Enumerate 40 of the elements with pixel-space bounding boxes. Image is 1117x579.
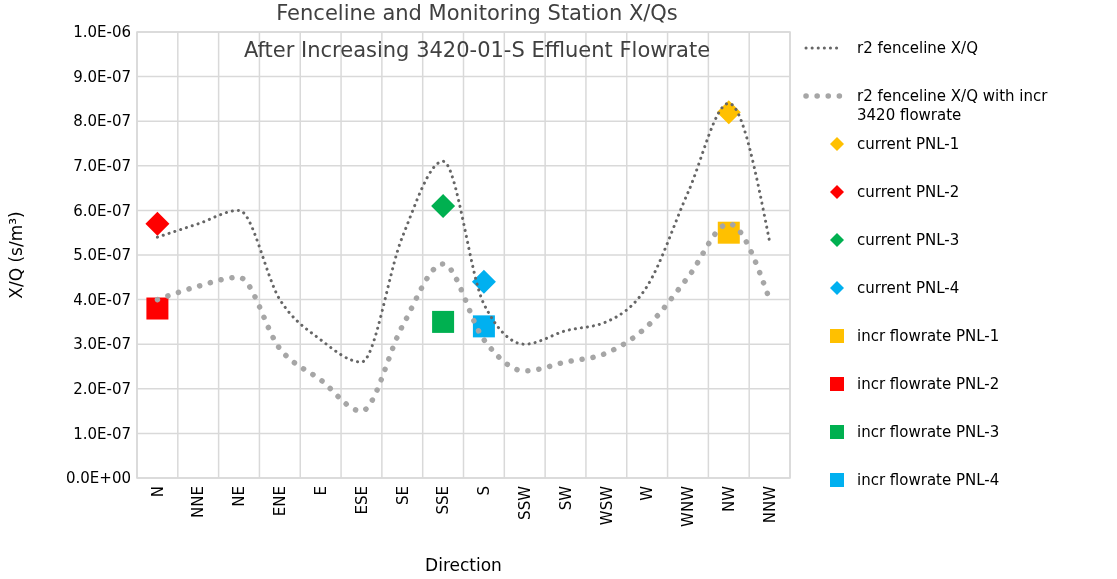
y-tick-label: 1.0E-06 bbox=[73, 23, 131, 42]
y-axis-title: X/Q (s/m³) bbox=[6, 211, 26, 299]
x-tick-label: WNW bbox=[679, 485, 698, 527]
x-tick-label: NNW bbox=[760, 485, 779, 524]
x-tick-label: SW bbox=[556, 485, 575, 511]
legend-label: current PNL-1 bbox=[857, 135, 960, 154]
x-tick-label: S bbox=[475, 486, 494, 496]
x-tick-label: ENE bbox=[271, 486, 290, 517]
x-tick-label: WSW bbox=[597, 485, 616, 526]
y-tick-label: 8.0E-07 bbox=[73, 112, 131, 131]
y-tick-label: 0.0E+00 bbox=[66, 469, 131, 488]
legend-label: r2 fenceline X/Q bbox=[857, 39, 978, 58]
x-tick-label: NNE bbox=[189, 486, 208, 518]
x-tick-label: W bbox=[638, 485, 657, 501]
y-tick-label: 6.0E-07 bbox=[73, 201, 131, 220]
x-axis-title: Direction bbox=[425, 555, 502, 575]
legend-label: incr flowrate PNL-3 bbox=[857, 423, 1000, 442]
legend-label: incr flowrate PNL-4 bbox=[857, 471, 1000, 490]
legend-label: incr flowrate PNL-1 bbox=[857, 327, 1000, 346]
y-tick-label: 7.0E-07 bbox=[73, 157, 131, 176]
y-tick-label: 2.0E-07 bbox=[73, 380, 131, 399]
legend-label: current PNL-4 bbox=[857, 279, 960, 298]
y-tick-label: 1.0E-07 bbox=[73, 424, 131, 443]
legend-label: incr flowrate PNL-2 bbox=[857, 375, 1000, 394]
x-tick-label: ESE bbox=[352, 486, 371, 515]
x-tick-label: NE bbox=[230, 486, 249, 507]
y-tick-label: 9.0E-07 bbox=[73, 67, 131, 86]
x-tick-label: SE bbox=[393, 486, 412, 505]
y-tick-label: 5.0E-07 bbox=[73, 246, 131, 265]
x-tick-label: E bbox=[311, 486, 330, 496]
x-tick-label: SSE bbox=[434, 486, 453, 515]
legend-label: current PNL-3 bbox=[857, 231, 960, 250]
x-tick-label: SSW bbox=[515, 485, 534, 520]
x-tick-label: N bbox=[148, 486, 167, 498]
chart-title: Fenceline and Monitoring Station X/Qs After Increasing 3420-01-S Effluent Flowrate bbox=[243, 1, 711, 62]
x-tick-label: NW bbox=[720, 485, 739, 513]
legend-label: r2 fenceline X/Q with incr 3420 flowrate bbox=[857, 87, 1049, 124]
y-tick-label: 3.0E-07 bbox=[73, 335, 131, 354]
legend-label: current PNL-2 bbox=[857, 183, 960, 202]
y-tick-label: 4.0E-07 bbox=[73, 290, 131, 309]
